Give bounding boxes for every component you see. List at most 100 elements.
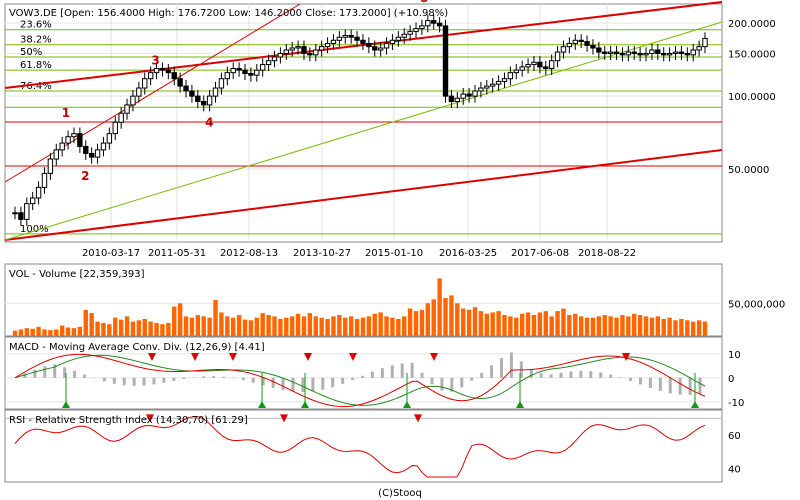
volume-bar bbox=[101, 322, 106, 336]
macd-histogram-bar bbox=[638, 377, 642, 385]
macd-histogram-bar bbox=[142, 377, 146, 386]
volume-bar bbox=[461, 308, 466, 336]
volume-bar bbox=[65, 327, 71, 336]
macd-sell-marker bbox=[191, 353, 199, 361]
price-title: VOW3.DE [Open: 156.4000 High: 176.7200 L… bbox=[9, 8, 448, 19]
macd-histogram-bar bbox=[609, 374, 613, 378]
fib-level-label: 100% bbox=[20, 224, 49, 235]
volume-bar bbox=[18, 329, 24, 336]
candle-body bbox=[283, 49, 289, 54]
candle-body bbox=[189, 90, 195, 97]
candle-body bbox=[525, 64, 531, 68]
volume-bar bbox=[130, 321, 136, 336]
macd-histogram-bar bbox=[102, 377, 106, 382]
candle-body bbox=[124, 104, 130, 114]
y-tick-label: 100.0000 bbox=[728, 92, 776, 103]
candle-body bbox=[130, 95, 136, 106]
macd-histogram-bar bbox=[221, 376, 225, 378]
volume-bar bbox=[413, 311, 419, 336]
macd-histogram-bar bbox=[499, 358, 503, 378]
candle-body bbox=[330, 39, 337, 44]
x-tick-label: 2010-03-17 bbox=[82, 248, 140, 259]
rsi-overbought-marker bbox=[414, 414, 422, 423]
candle-body bbox=[395, 36, 402, 41]
volume-bar bbox=[48, 330, 53, 336]
volume-bar bbox=[661, 318, 666, 336]
volume-bar bbox=[632, 313, 637, 336]
candle-body bbox=[265, 60, 272, 66]
macd-histogram-bar bbox=[132, 377, 136, 386]
volume-bar bbox=[696, 320, 702, 336]
candle-body bbox=[94, 149, 101, 158]
volume-bar bbox=[490, 312, 495, 336]
candle-body bbox=[83, 145, 89, 154]
candle-body bbox=[142, 78, 148, 89]
macd-sell-marker bbox=[148, 353, 156, 361]
volume-bar bbox=[225, 316, 230, 336]
volume-bar bbox=[260, 313, 265, 336]
candle-body bbox=[672, 51, 679, 54]
volume-bar bbox=[154, 322, 159, 336]
candle-body bbox=[584, 41, 590, 46]
candle-body bbox=[295, 46, 301, 49]
candle-body bbox=[301, 46, 307, 54]
candle-body bbox=[248, 72, 254, 76]
macd-buy-marker bbox=[62, 401, 70, 408]
macd-histogram-bar bbox=[73, 370, 77, 378]
macd-histogram-bar bbox=[490, 365, 494, 378]
candle-body bbox=[655, 49, 661, 54]
candle-body bbox=[460, 93, 466, 99]
volume-bar bbox=[189, 317, 195, 336]
volume-bar bbox=[549, 316, 554, 336]
x-tick-label: 2015-01-10 bbox=[365, 248, 423, 259]
rsi-panel-frame bbox=[4, 409, 723, 483]
volume-bar bbox=[673, 320, 678, 336]
candle-body bbox=[354, 36, 360, 41]
candle-body bbox=[88, 152, 95, 158]
candle-body bbox=[12, 212, 18, 215]
rsi-overbought-marker bbox=[280, 414, 288, 423]
candle-body bbox=[65, 136, 71, 144]
rsi-y-tick-label: 60 bbox=[728, 431, 741, 442]
candle-body bbox=[661, 52, 667, 56]
candle-body bbox=[389, 39, 396, 44]
candle-body bbox=[454, 97, 461, 103]
copyright: (C)Stooq bbox=[378, 488, 422, 499]
candle-body bbox=[602, 51, 608, 54]
macd-buy-marker bbox=[258, 401, 266, 408]
candle-body bbox=[425, 20, 431, 27]
volume-bar bbox=[537, 312, 543, 336]
volume-bar bbox=[637, 315, 643, 336]
volume-bar bbox=[667, 317, 672, 336]
candle-body bbox=[442, 25, 449, 97]
volume-bar bbox=[331, 316, 336, 336]
candle-body bbox=[625, 51, 632, 56]
candle-body bbox=[159, 68, 166, 71]
candle-body bbox=[147, 72, 154, 80]
macd-histogram-bar bbox=[678, 377, 682, 395]
volume-bar bbox=[183, 316, 189, 336]
macd-histogram-bar bbox=[33, 369, 37, 378]
candle-body bbox=[590, 44, 596, 49]
price-layer: 2010-03-17 2011-05-31 2012-08-13 2013-10-27… bbox=[4, 0, 776, 259]
volume-bar bbox=[195, 315, 201, 336]
candle-body bbox=[112, 121, 118, 135]
candle-body bbox=[696, 46, 702, 51]
macd-histogram-bar bbox=[658, 377, 662, 391]
macd-histogram-bar bbox=[271, 377, 275, 388]
candle-body bbox=[519, 66, 525, 71]
macd-histogram-bar bbox=[291, 377, 295, 392]
volume-bar bbox=[354, 318, 360, 336]
candle-body bbox=[419, 25, 425, 30]
candle-body bbox=[342, 34, 348, 38]
candle-body bbox=[613, 51, 620, 54]
volume-bar bbox=[419, 309, 425, 336]
candle-body bbox=[230, 68, 236, 74]
volume-bar bbox=[702, 321, 708, 336]
candle-body bbox=[702, 37, 708, 48]
macd-buy-marker bbox=[403, 401, 411, 408]
macd-histogram-bar bbox=[390, 365, 394, 378]
candle-body bbox=[383, 42, 390, 49]
volume-bar bbox=[118, 319, 124, 336]
macd-sell-marker bbox=[622, 353, 630, 361]
